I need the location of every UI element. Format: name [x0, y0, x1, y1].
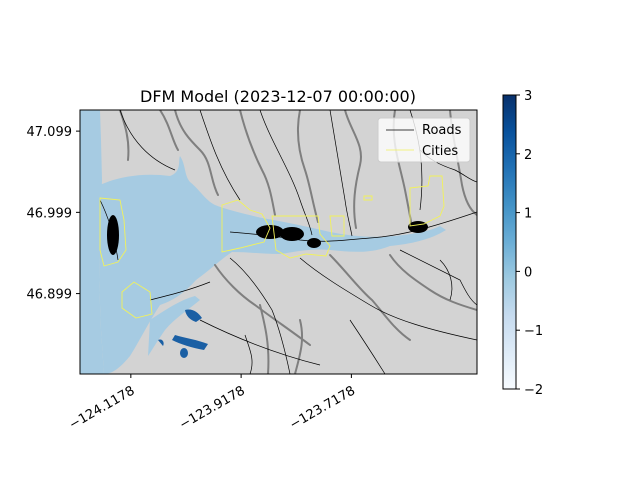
- city-boundaries: [99, 175, 445, 319]
- colorbar-tick-label: 0: [524, 265, 532, 280]
- y-tick-label: 46.899: [27, 288, 73, 303]
- ocean-water: [80, 110, 104, 374]
- colorbar-tick-label: −2: [524, 383, 543, 398]
- colorbar: 3 2 1 0 −1 −2: [502, 89, 543, 398]
- south-channel-water: [148, 296, 200, 356]
- y-tick-label: 46.999: [27, 206, 73, 221]
- colorbar-tick-label: 1: [524, 207, 532, 222]
- colorbar-gradient: [502, 94, 517, 390]
- high-value-cells: [158, 309, 208, 358]
- bay-water: [99, 156, 446, 374]
- x-axis: −124.1178 −123.9178 −123.7178: [67, 374, 358, 433]
- colorbar-ticks: 3 2 1 0 −1 −2: [516, 89, 543, 398]
- x-tick-label: −123.7178: [287, 383, 358, 432]
- chart-title: DFM Model (2023-12-07 00:00:00): [140, 87, 416, 106]
- y-axis: 47.099 46.999 46.899: [27, 125, 80, 303]
- legend-roads-label: Roads: [422, 123, 462, 138]
- legend-cities-label: Cities: [422, 144, 458, 159]
- colorbar-tick-label: −1: [524, 324, 543, 339]
- x-tick-label: −124.1178: [67, 383, 138, 432]
- colorbar-tick-label: 2: [524, 148, 532, 163]
- legend: Roads Cities: [377, 117, 471, 163]
- axes-frame: [79, 109, 478, 375]
- x-tick-label: −123.9178: [177, 383, 248, 432]
- legend-box: [377, 117, 471, 163]
- y-tick-label: 47.099: [27, 125, 73, 140]
- colorbar-tick-label: 3: [524, 89, 532, 104]
